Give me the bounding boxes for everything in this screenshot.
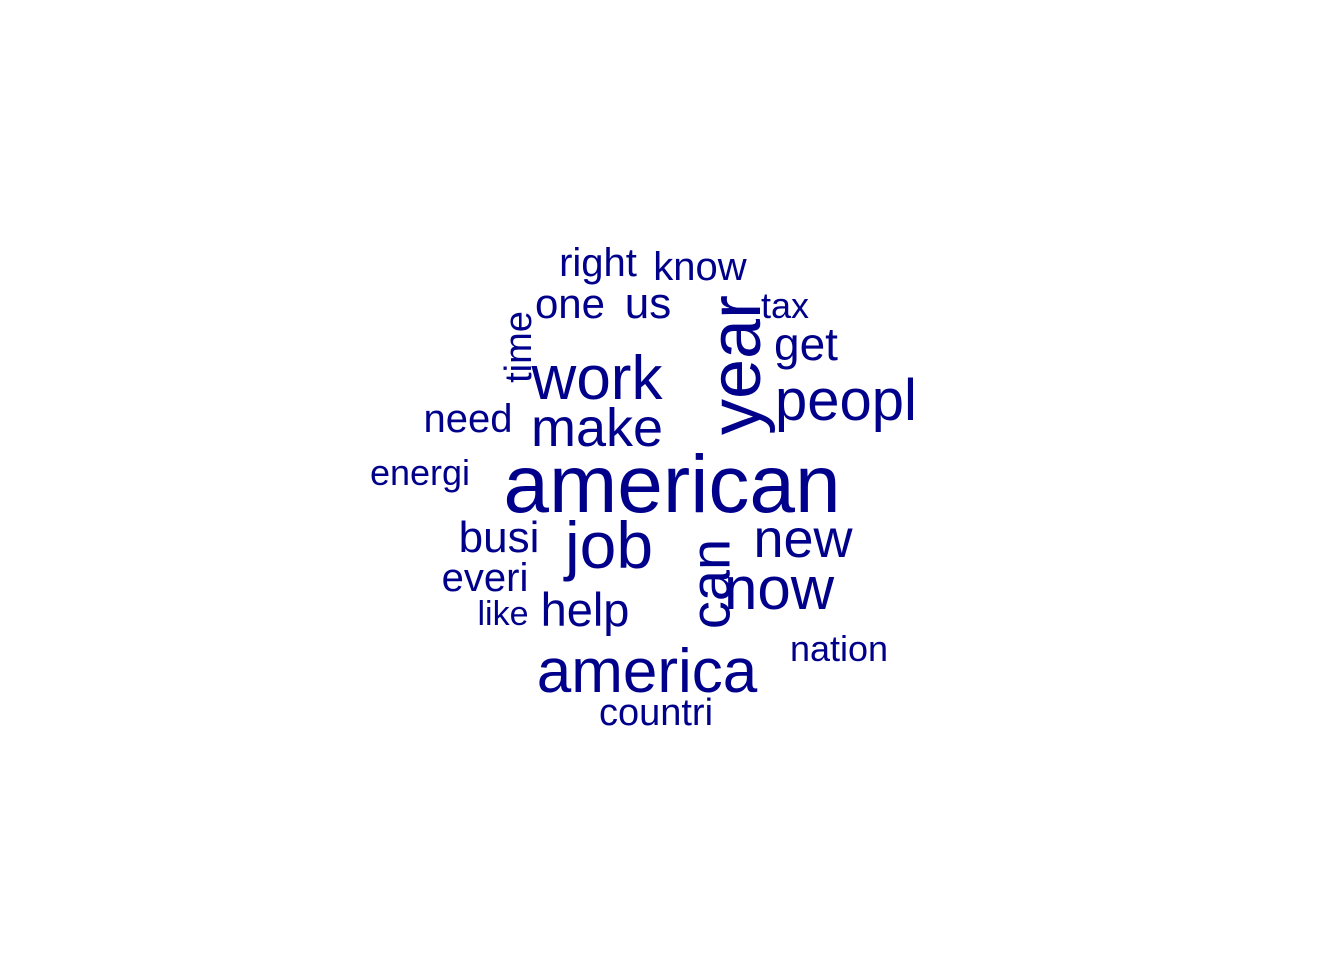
word-american: american bbox=[503, 439, 840, 530]
word-tax: tax bbox=[761, 285, 809, 326]
word-get: get bbox=[774, 318, 838, 370]
word-make: make bbox=[531, 398, 663, 458]
word-help: help bbox=[541, 583, 630, 636]
word-can: can bbox=[679, 539, 742, 629]
word-like: like bbox=[477, 595, 528, 633]
word-everi: everi bbox=[442, 556, 529, 600]
word-time: time bbox=[498, 311, 540, 383]
word-one: one bbox=[535, 280, 605, 327]
word-energi: energi bbox=[370, 452, 470, 493]
word-now: now bbox=[724, 555, 835, 622]
word-work: work bbox=[531, 344, 664, 413]
word-countri: countri bbox=[599, 692, 713, 734]
word-year: year bbox=[696, 295, 776, 435]
word-new: new bbox=[753, 509, 853, 569]
word-peopl: peopl bbox=[775, 368, 917, 433]
word-busi: busi bbox=[459, 513, 540, 562]
word-know: know bbox=[653, 245, 746, 289]
word-need: need bbox=[424, 397, 513, 441]
word-nation: nation bbox=[790, 628, 888, 669]
word-job: job bbox=[563, 508, 653, 582]
word-america: america bbox=[537, 637, 758, 706]
word-right: right bbox=[559, 241, 637, 285]
word-us: us bbox=[625, 279, 671, 328]
